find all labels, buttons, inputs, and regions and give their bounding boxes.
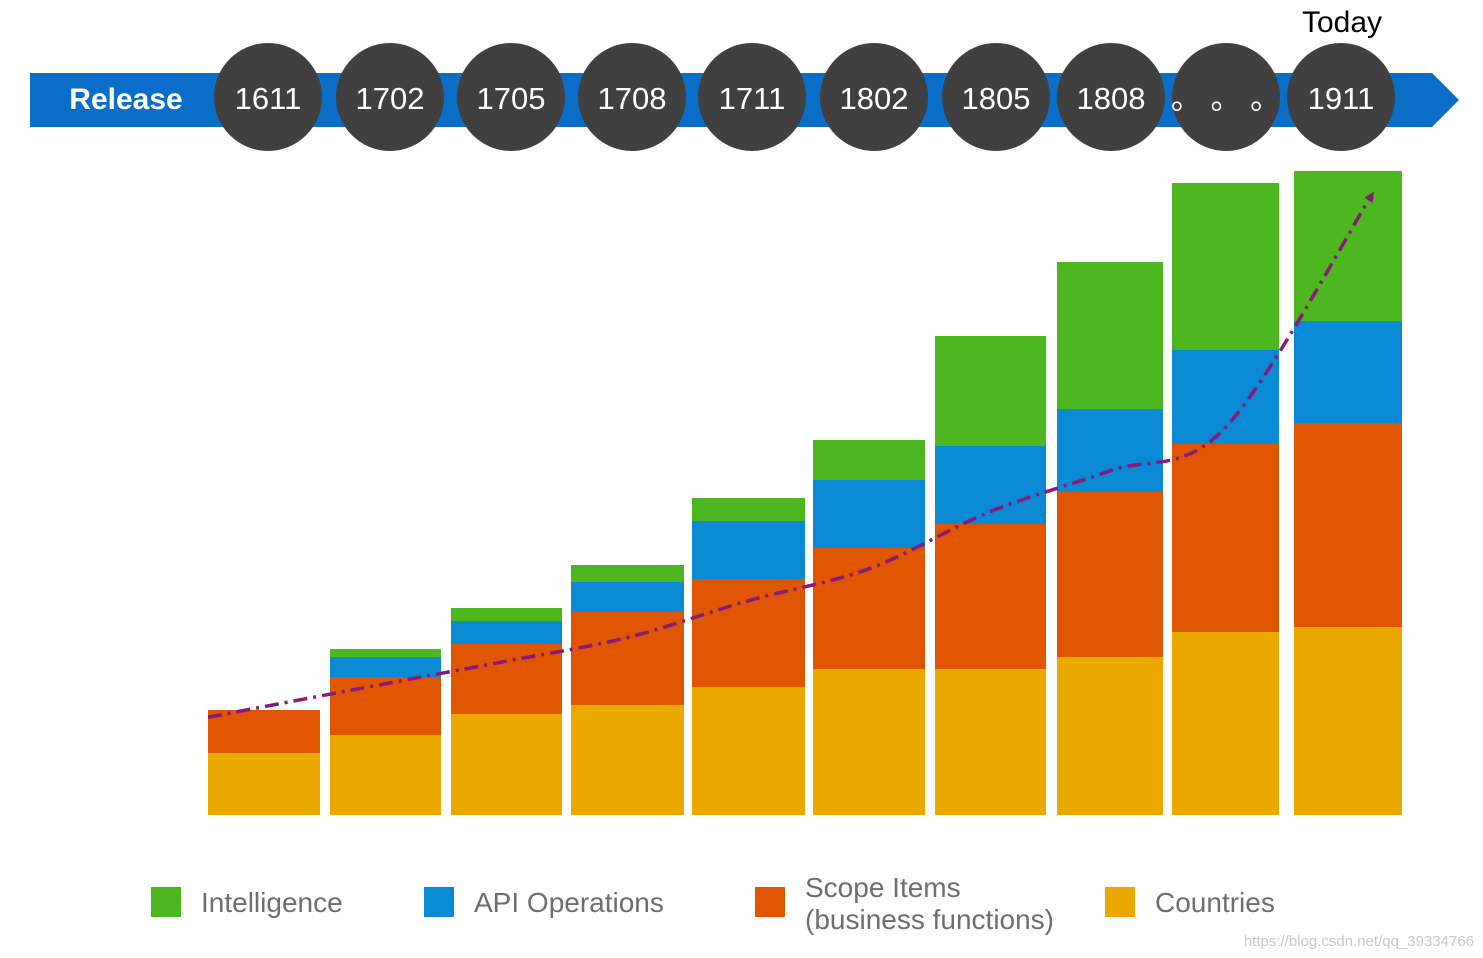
bar-intelligence-1802 bbox=[813, 440, 925, 480]
release-label-1708: 1708 bbox=[598, 81, 667, 116]
bar-scope-items-1711 bbox=[692, 579, 805, 687]
bar-intelligence-1808 bbox=[1057, 262, 1163, 409]
release-label-1611: 1611 bbox=[235, 81, 302, 116]
bar-countries-1708 bbox=[571, 705, 684, 815]
release-timeline: Release 1611 1702 1705 1708 1711 1802 1805 1808… bbox=[30, 6, 1459, 151]
release-label-1705: 1705 bbox=[477, 81, 546, 116]
bar-countries-1702 bbox=[330, 735, 441, 815]
release-circle-1911 bbox=[1287, 43, 1395, 151]
bar-api-operations-1708 bbox=[571, 582, 684, 612]
bar-intelligence-1702 bbox=[330, 649, 441, 657]
legend-label-scope-items: Scope Items (business functions) bbox=[805, 872, 1054, 935]
bar-scope-items-1911 bbox=[1294, 423, 1402, 627]
legend-swatch-api-operations bbox=[424, 887, 454, 917]
release-circle-1705 bbox=[457, 43, 565, 151]
bar-scope-items-1802 bbox=[813, 548, 925, 669]
bar-scope-items-1808 bbox=[1057, 492, 1163, 657]
release-label: Release bbox=[69, 83, 182, 116]
release-label-1702: 1702 bbox=[356, 81, 425, 116]
bar-countries-1611 bbox=[208, 753, 320, 815]
release-circle-1711 bbox=[698, 43, 806, 151]
release-circle-1708 bbox=[578, 43, 686, 151]
legend: Intelligence API Operations Scope Items (bu… bbox=[151, 872, 1275, 935]
bar-api-operations-1705 bbox=[451, 621, 562, 644]
release-label-1911: 1911 bbox=[1308, 81, 1375, 116]
release-circle-1702 bbox=[336, 43, 444, 151]
bar-intelligence-1805 bbox=[935, 336, 1046, 446]
bar-api-operations-1808 bbox=[1057, 409, 1163, 492]
bar-scope-items-1611 bbox=[208, 710, 320, 753]
release-circles: 1611 1702 1705 1708 1711 1802 1805 1808 。 。 。 191… bbox=[214, 43, 1395, 151]
release-circle-1802 bbox=[820, 43, 928, 151]
legend-swatch-intelligence bbox=[151, 887, 181, 917]
bar-scope-items-1705 bbox=[451, 644, 562, 714]
release-label-ellipsis: 。 。 。 bbox=[1171, 81, 1281, 116]
release-circle-ellipsis bbox=[1172, 43, 1280, 151]
legend-label-intelligence: Intelligence bbox=[201, 887, 343, 918]
watermark: https://blog.csdn.net/qq_39334766 bbox=[1244, 933, 1474, 950]
release-label-1802: 1802 bbox=[840, 81, 909, 116]
release-label-1711: 1711 bbox=[719, 81, 786, 116]
bar-scope-items-ellipsis bbox=[1172, 444, 1279, 632]
bar-api-operations-1802 bbox=[813, 480, 925, 548]
release-circle-1805 bbox=[942, 43, 1050, 151]
bar-intelligence-1705 bbox=[451, 608, 562, 621]
bar-api-operations-1711 bbox=[692, 521, 805, 579]
bar-countries-1911 bbox=[1294, 627, 1402, 815]
bar-intelligence-1708 bbox=[571, 565, 684, 582]
bar-api-operations-1911 bbox=[1294, 321, 1402, 423]
legend-label-api-operations: API Operations bbox=[474, 887, 664, 918]
release-circle-1808 bbox=[1057, 43, 1165, 151]
release-label-1808: 1808 bbox=[1077, 81, 1146, 116]
bar-countries-1705 bbox=[451, 714, 562, 815]
trend-line bbox=[207, 191, 1374, 719]
today-label: Today bbox=[1302, 6, 1382, 39]
legend-label-countries: Countries bbox=[1155, 887, 1275, 918]
bar-scope-items-1805 bbox=[935, 524, 1046, 669]
bar-countries-1802 bbox=[813, 669, 925, 815]
bar-countries-1711 bbox=[692, 687, 805, 815]
bar-intelligence-ellipsis bbox=[1172, 183, 1279, 350]
release-circle-1611 bbox=[214, 43, 322, 151]
stacked-bars bbox=[208, 171, 1402, 815]
trend-line-path bbox=[207, 191, 1374, 719]
bar-countries-1805 bbox=[935, 669, 1046, 815]
bar-api-operations-ellipsis bbox=[1172, 350, 1279, 444]
bar-countries-ellipsis bbox=[1172, 632, 1279, 815]
legend-swatch-countries bbox=[1105, 887, 1135, 917]
bar-countries-1808 bbox=[1057, 657, 1163, 815]
bar-api-operations-1702 bbox=[330, 657, 441, 677]
legend-swatch-scope-items bbox=[755, 887, 785, 917]
release-label-1805: 1805 bbox=[962, 81, 1031, 116]
bar-intelligence-1711 bbox=[692, 498, 805, 521]
bar-scope-items-1702 bbox=[330, 677, 441, 735]
